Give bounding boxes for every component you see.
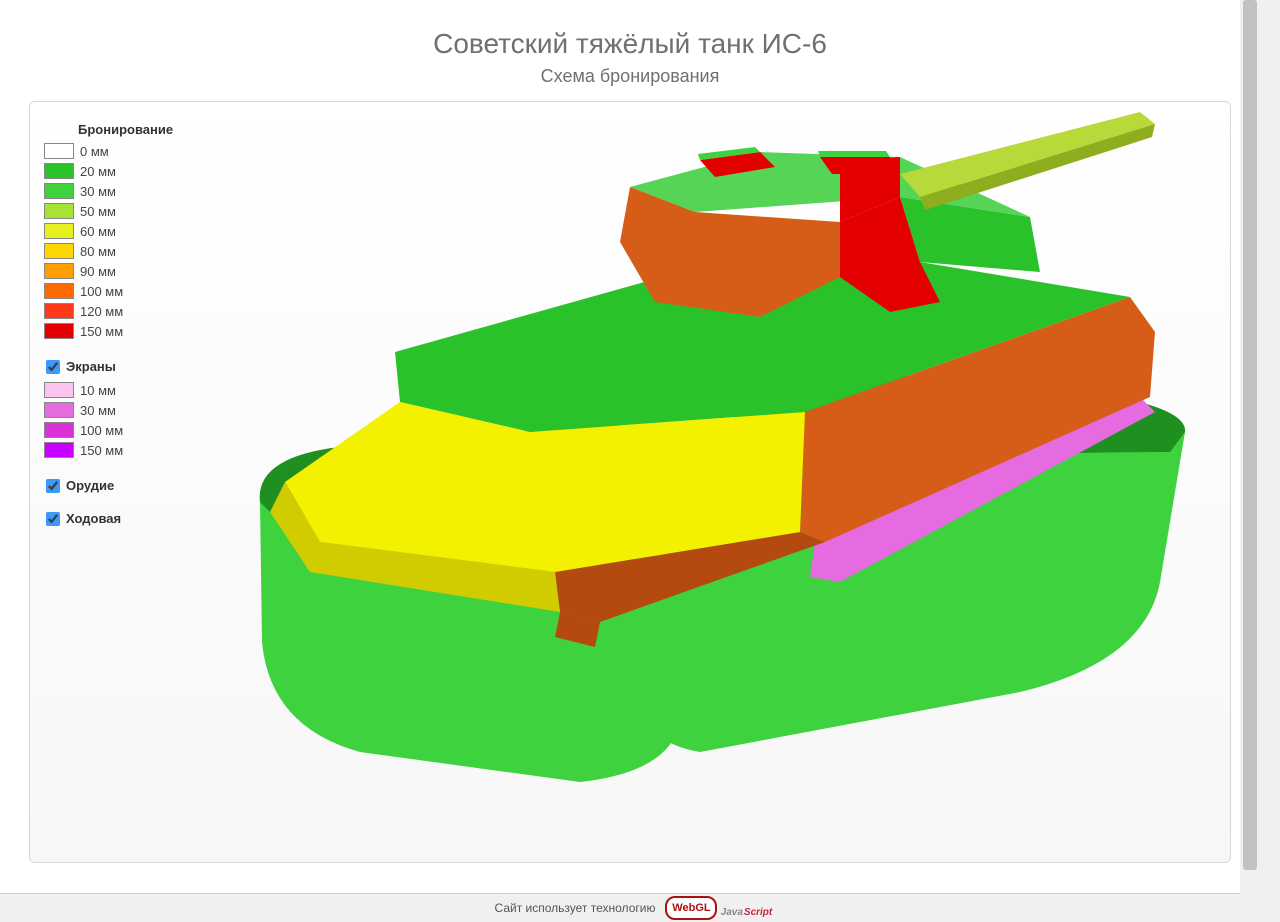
armor-label: 100 мм — [80, 284, 123, 299]
armor-swatch-icon — [44, 183, 74, 199]
armor-label: 120 мм — [80, 304, 123, 319]
screen-label: 10 мм — [80, 383, 116, 398]
webgl-badge-icon: WebGL — [665, 896, 717, 920]
armor-label: 30 мм — [80, 184, 116, 199]
armor-swatch-icon — [44, 323, 74, 339]
screen-swatch-icon — [44, 422, 74, 438]
armor-legend-row: 0 мм — [44, 141, 173, 161]
tank-render[interactable] — [200, 102, 1200, 782]
armor-label: 20 мм — [80, 164, 116, 179]
gun-barrel — [900, 112, 1155, 210]
page-subtitle: Схема бронирования — [20, 66, 1240, 87]
screen-legend-row: 10 мм — [44, 380, 173, 400]
screen-swatch-icon — [44, 442, 74, 458]
gun-label: Орудие — [66, 478, 114, 493]
screen-legend-row: 100 мм — [44, 420, 173, 440]
armor-swatch-icon — [44, 263, 74, 279]
armor-legend-row: 120 мм — [44, 301, 173, 321]
screen-legend-row: 150 мм — [44, 440, 173, 460]
armor-swatch-icon — [44, 203, 74, 219]
screen-label: 30 мм — [80, 403, 116, 418]
armor-label: 50 мм — [80, 204, 116, 219]
armor-swatch-icon — [44, 163, 74, 179]
screens-label: Экраны — [66, 359, 116, 374]
screen-label: 100 мм — [80, 423, 123, 438]
screen-swatch-icon — [44, 382, 74, 398]
screens-checkbox[interactable] — [46, 360, 60, 374]
chassis-label: Ходовая — [66, 511, 121, 526]
legend-armor-title: Бронирование — [78, 122, 173, 137]
armor-legend-row: 100 мм — [44, 281, 173, 301]
armor-legend-row: 90 мм — [44, 261, 173, 281]
armor-swatch-icon — [44, 303, 74, 319]
armor-label: 0 мм — [80, 144, 109, 159]
armor-viewer-panel[interactable]: Бронирование 0 мм 20 мм 30 мм 50 мм 60 мм 80 … — [29, 101, 1231, 863]
armor-swatch-icon — [44, 143, 74, 159]
armor-legend-row: 80 мм — [44, 241, 173, 261]
armor-legend-row: 60 мм — [44, 221, 173, 241]
screen-swatch-icon — [44, 402, 74, 418]
gun-checkbox[interactable] — [46, 479, 60, 493]
armor-label: 60 мм — [80, 224, 116, 239]
footer: Сайт использует технологию WebGL JavaScr… — [0, 893, 1260, 922]
armor-legend-row: 30 мм — [44, 181, 173, 201]
armor-label: 90 мм — [80, 264, 116, 279]
screen-label: 150 мм — [80, 443, 123, 458]
chassis-checkbox[interactable] — [46, 512, 60, 526]
legend: Бронирование 0 мм 20 мм 30 мм 50 мм 60 мм 80 … — [44, 122, 173, 532]
armor-legend-row: 50 мм — [44, 201, 173, 221]
armor-legend-row: 20 мм — [44, 161, 173, 181]
armor-swatch-icon — [44, 243, 74, 259]
armor-swatch-icon — [44, 283, 74, 299]
armor-label: 150 мм — [80, 324, 123, 339]
page-title: Советский тяжёлый танк ИС-6 — [20, 28, 1240, 60]
scrollbar-thumb[interactable] — [1243, 0, 1257, 870]
scrollbar[interactable] — [1240, 0, 1260, 922]
footer-text: Сайт использует технологию — [495, 901, 656, 915]
javascript-badge-icon: JavaScript — [727, 898, 765, 918]
armor-legend-row: 150 мм — [44, 321, 173, 341]
armor-label: 80 мм — [80, 244, 116, 259]
armor-swatch-icon — [44, 223, 74, 239]
screen-legend-row: 30 мм — [44, 400, 173, 420]
